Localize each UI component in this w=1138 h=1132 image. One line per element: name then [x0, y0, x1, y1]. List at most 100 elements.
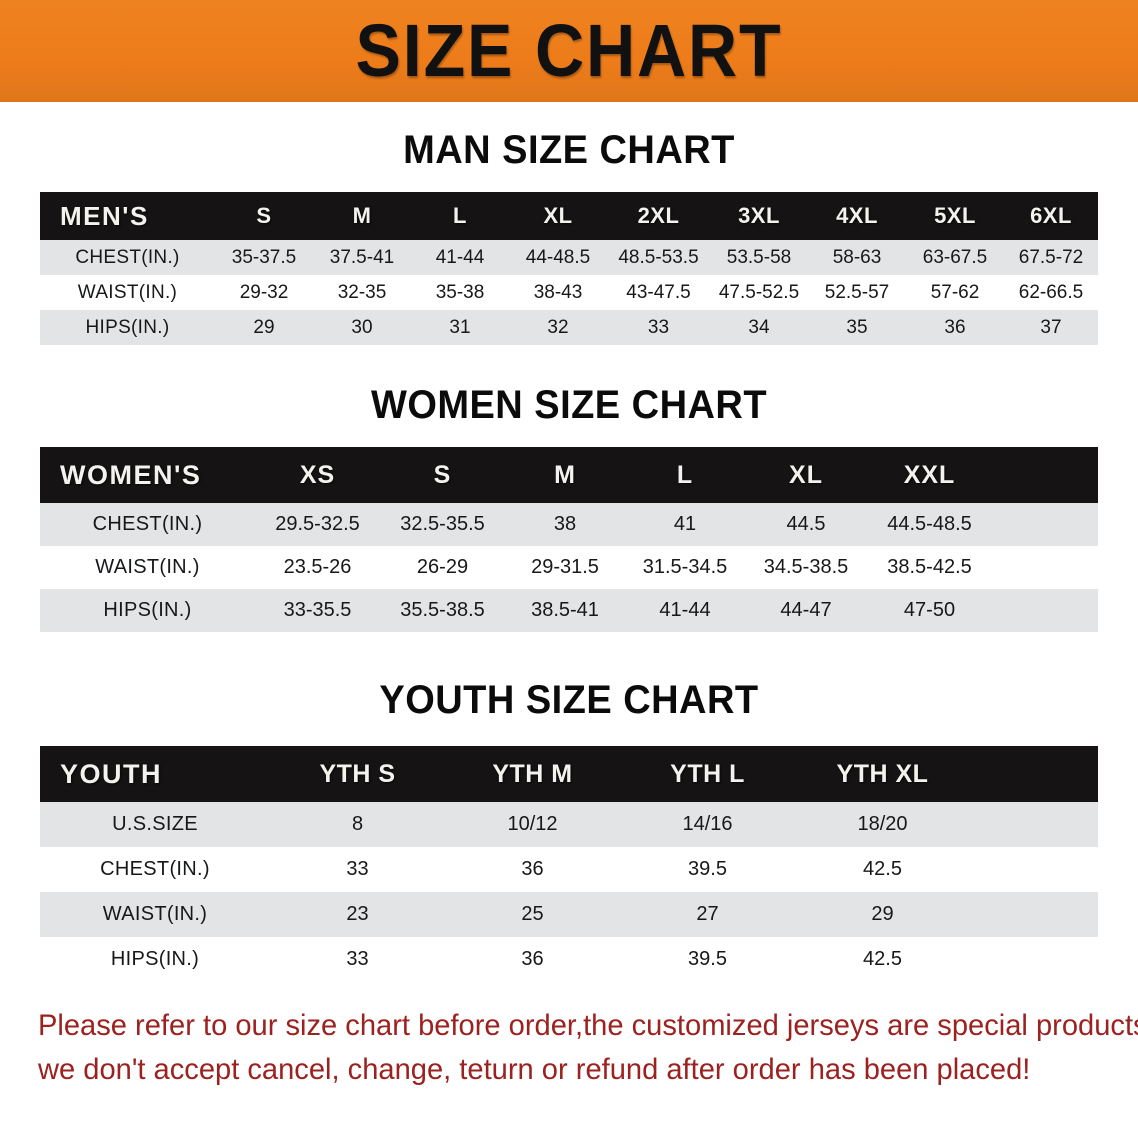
- table-row: WAIST(IN.) 29-32 32-35 35-38 38-43 43-47…: [40, 275, 1098, 310]
- youth-us-size-xl: 18/20: [857, 813, 908, 835]
- women-waist-spacer: [992, 546, 1098, 589]
- women-header-size-xs: XS: [255, 447, 380, 503]
- man-table-body: CHEST(IN.) 35-37.5 37.5-41 41-44 44-48.5…: [40, 240, 1098, 345]
- man-chest-l: 41-44: [435, 246, 485, 268]
- page-banner: SIZE CHART: [0, 0, 1138, 102]
- women-waist-m: 29-31.5: [531, 556, 599, 578]
- man-row-label-hips: HIPS(IN.): [85, 316, 170, 338]
- women-hips-xs: 33-35.5: [283, 599, 352, 621]
- women-row-label-waist: WAIST(IN.): [95, 556, 200, 578]
- man-chest-m: 37.5-41: [329, 246, 395, 268]
- women-chest-xl: 44.5: [786, 513, 826, 535]
- youth-row-label-us-size: U.S.SIZE: [112, 813, 198, 835]
- man-waist-2xl: 43-47.5: [626, 281, 691, 303]
- youth-table-wrapper: YOUTH YTH S YTH M YTH L YTH XL U.S.SIZE …: [0, 746, 1138, 982]
- man-waist-s: 29-32: [239, 281, 289, 303]
- table-row: CHEST(IN.) 35-37.5 37.5-41 41-44 44-48.5…: [40, 240, 1098, 275]
- women-chest-xs: 29.5-32.5: [275, 513, 360, 535]
- man-header-row: MEN'S S M L XL 2XL 3XL 4XL 5XL 6XL: [40, 192, 1098, 240]
- man-hips-4xl: 35: [846, 316, 868, 338]
- women-header-corner: WOMEN'S: [40, 447, 255, 503]
- man-hips-5xl: 36: [944, 316, 966, 338]
- women-chest-s: 32.5-35.5: [400, 513, 485, 535]
- table-row: HIPS(IN.) 29 30 31 32 33 34 35 36 37: [40, 310, 1098, 345]
- women-chest-xxl: 44.5-48.5: [887, 513, 972, 535]
- man-hips-2xl: 33: [647, 316, 670, 338]
- man-header-size-2xl: 2XL: [607, 192, 710, 240]
- youth-hips-m: 36: [521, 948, 544, 970]
- women-header-size-s: S: [380, 447, 505, 503]
- man-hips-xl: 32: [547, 316, 569, 338]
- youth-row-label-waist: WAIST(IN.): [102, 903, 208, 925]
- youth-us-size-spacer: [970, 802, 1098, 847]
- man-table-wrapper: MEN'S S M L XL 2XL 3XL 4XL 5XL 6XL CHEST…: [0, 192, 1138, 345]
- youth-header-size-s: YTH S: [270, 746, 445, 802]
- women-header-size-xl: XL: [745, 447, 867, 503]
- man-header-size-3xl: 3XL: [710, 192, 808, 240]
- women-hips-m: 38.5-41: [531, 599, 599, 621]
- table-row: WAIST(IN.) 23.5-26 26-29 29-31.5 31.5-34…: [40, 546, 1098, 589]
- youth-header-size-xl: YTH XL: [795, 746, 970, 802]
- order-policy-disclaimer: Please refer to our size chart before or…: [38, 1004, 1138, 1093]
- youth-header-corner: YOUTH: [40, 746, 270, 802]
- man-waist-m: 32-35: [337, 281, 387, 303]
- man-waist-4xl: 52.5-57: [824, 281, 890, 303]
- man-header-size-6xl: 6XL: [1004, 192, 1098, 240]
- table-row: CHEST(IN.) 33 36 39.5 42.5: [40, 847, 1098, 892]
- women-chest-l: 41: [673, 513, 697, 535]
- man-header-size-xl: XL: [509, 192, 607, 240]
- man-table-header: MEN'S S M L XL 2XL 3XL 4XL 5XL 6XL: [40, 192, 1098, 240]
- women-header-size-m: M: [505, 447, 625, 503]
- man-hips-s: 29: [253, 316, 275, 338]
- disclaimer-line-2: we don't accept cancel, change, teturn o…: [38, 1053, 1031, 1087]
- women-table-body: CHEST(IN.) 29.5-32.5 32.5-35.5 38 41 44.…: [40, 503, 1098, 632]
- women-table-header: WOMEN'S XS S M L XL XXL: [40, 447, 1098, 503]
- youth-row-label-hips: HIPS(IN.): [110, 948, 200, 970]
- women-header-spacer: [992, 447, 1098, 503]
- youth-waist-s: 23: [346, 903, 369, 925]
- youth-waist-spacer: [970, 892, 1098, 937]
- man-header-size-s: S: [215, 192, 313, 240]
- man-hips-3xl: 34: [748, 316, 770, 338]
- women-hips-xxl: 47-50: [903, 599, 956, 621]
- man-chest-3xl: 53.5-58: [726, 246, 792, 268]
- women-waist-l: 31.5-34.5: [642, 556, 728, 578]
- man-row-label-chest: CHEST(IN.): [75, 246, 180, 268]
- youth-us-size-m: 10/12: [507, 813, 558, 835]
- women-waist-xl: 34.5-38.5: [763, 556, 849, 578]
- man-chest-6xl: 67.5-72: [1018, 246, 1084, 268]
- disclaimer-line-1: Please refer to our size chart before or…: [38, 1009, 1138, 1042]
- youth-chest-xl: 42.5: [863, 858, 902, 880]
- man-header-size-5xl: 5XL: [906, 192, 1004, 240]
- women-hips-spacer: [992, 589, 1098, 632]
- youth-waist-xl: 29: [871, 903, 894, 925]
- man-chest-5xl: 63-67.5: [922, 246, 988, 268]
- man-chest-xl: 44-48.5: [525, 246, 591, 268]
- man-waist-xl: 38-43: [533, 281, 583, 303]
- youth-chest-spacer: [970, 847, 1098, 892]
- man-waist-5xl: 57-62: [930, 281, 980, 303]
- youth-chest-l: 39.5: [688, 858, 727, 880]
- man-waist-l: 35-38: [435, 281, 485, 303]
- youth-chest-m: 36: [521, 858, 544, 880]
- women-header-row: WOMEN'S XS S M L XL XXL: [40, 447, 1098, 503]
- women-section-title: WOMEN SIZE CHART: [370, 383, 768, 427]
- women-waist-s: 26-29: [416, 556, 469, 578]
- women-row-label-chest: CHEST(IN.): [92, 513, 203, 535]
- youth-table-body: U.S.SIZE 8 10/12 14/16 18/20 CHEST(IN.) …: [40, 802, 1098, 982]
- youth-size-table: YOUTH YTH S YTH M YTH L YTH XL U.S.SIZE …: [40, 746, 1098, 982]
- page-title: SIZE CHART: [355, 9, 783, 92]
- youth-header-spacer: [970, 746, 1098, 802]
- youth-hips-s: 33: [346, 948, 369, 970]
- youth-us-size-s: 8: [351, 813, 364, 835]
- women-header-size-xxl: XXL: [867, 447, 992, 503]
- youth-table-header: YOUTH YTH S YTH M YTH L YTH XL: [40, 746, 1098, 802]
- man-row-label-waist: WAIST(IN.): [77, 281, 178, 303]
- youth-header-size-l: YTH L: [620, 746, 795, 802]
- women-row-label-hips: HIPS(IN.): [103, 599, 192, 621]
- women-chest-m: 38: [553, 513, 577, 535]
- man-chest-s: 35-37.5: [231, 246, 297, 268]
- youth-waist-m: 25: [521, 903, 544, 925]
- man-header-size-m: M: [313, 192, 411, 240]
- women-header-size-l: L: [625, 447, 745, 503]
